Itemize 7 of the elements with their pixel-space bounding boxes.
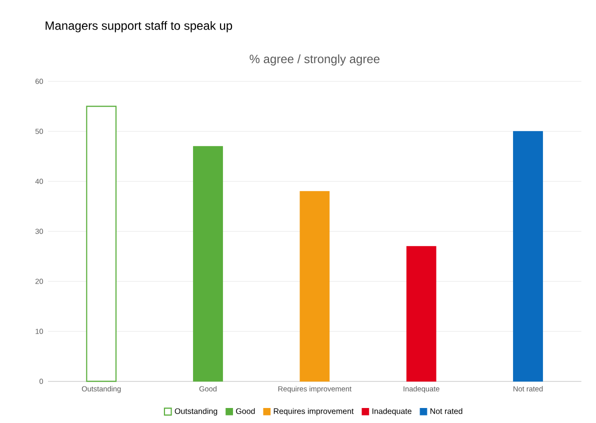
legend-label: Requires improvement: [274, 408, 354, 416]
legend-label: Outstanding: [174, 408, 218, 416]
legend-label: Not rated: [430, 408, 462, 414]
chart-subtitle: % agree / strongly agree: [250, 54, 380, 66]
chart-title: Managers support staff to speak up: [46, 21, 232, 32]
legend-label: Good: [236, 408, 255, 414]
legend-label: Inadequate: [372, 408, 412, 416]
